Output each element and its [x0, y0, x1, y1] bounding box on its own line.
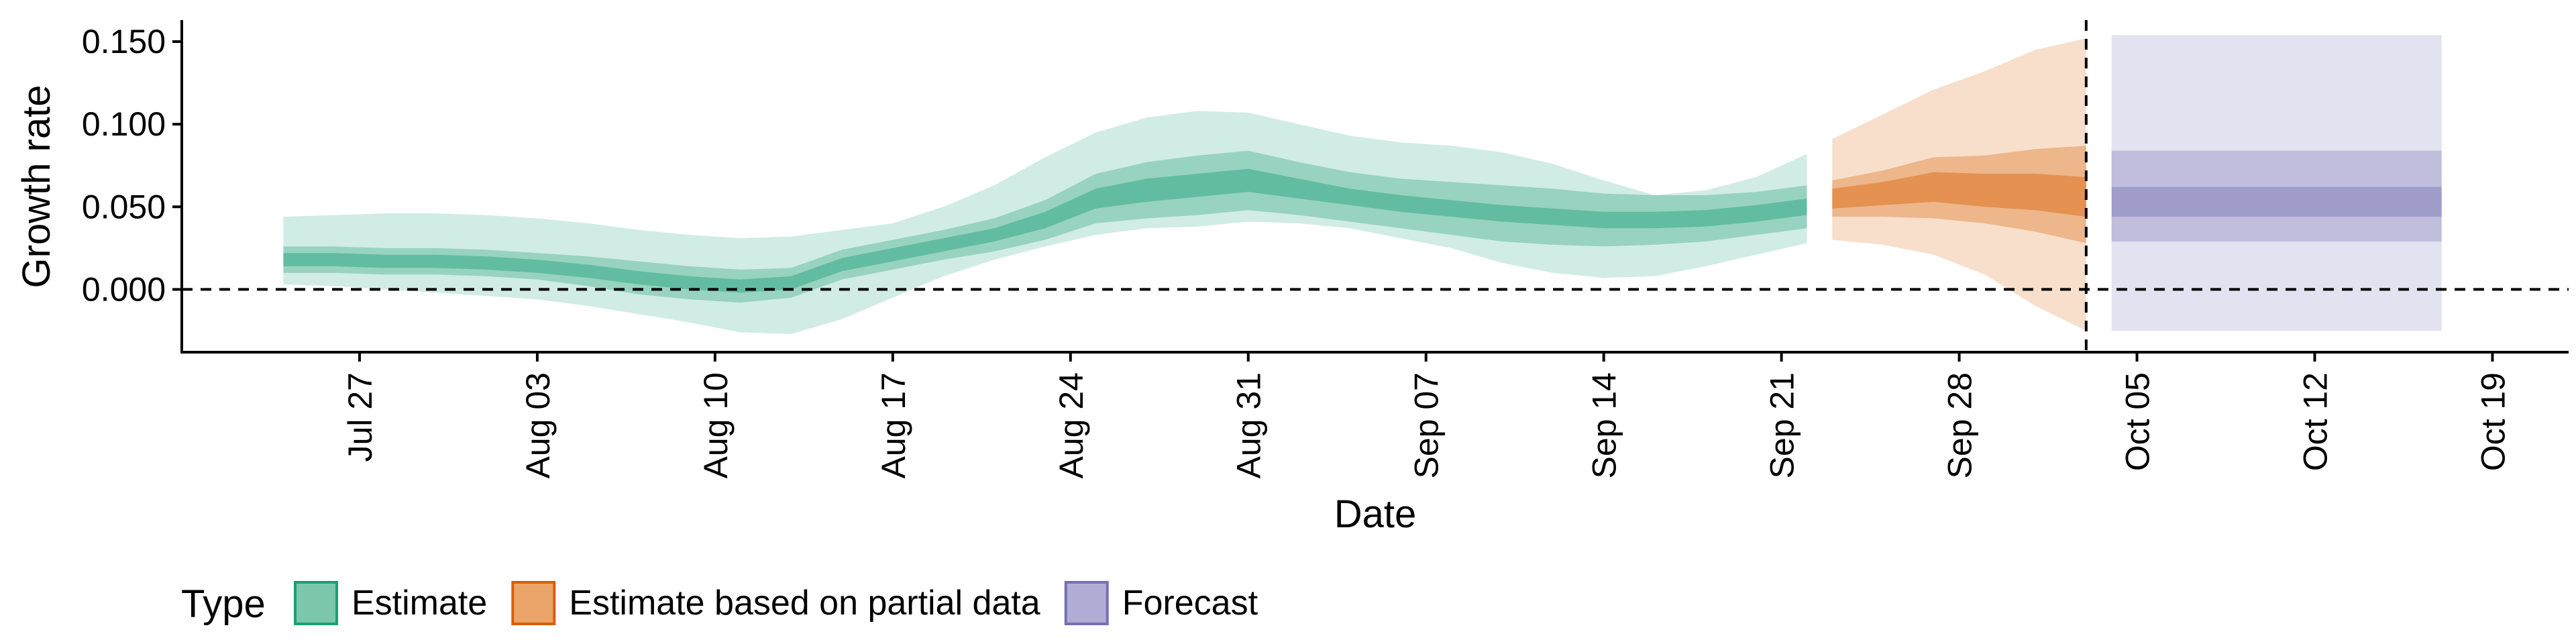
- estimate-based-on-partial-data-ci20-band: [1832, 172, 2086, 217]
- legend-key-estimate: [294, 581, 338, 625]
- estimate-ci90-band: [283, 111, 1807, 334]
- y-tick-label: 0.000: [82, 270, 166, 308]
- x-axis-title: Date: [1334, 492, 1417, 536]
- x-tick-label: Sep 14: [1586, 372, 1623, 478]
- forecast-ci90-band: [2111, 35, 2442, 331]
- estimate-based-on-partial-data-ci50-band: [1832, 146, 2086, 244]
- axes: [180, 20, 2569, 354]
- x-tick-label: Oct 12: [2297, 372, 2334, 471]
- legend-label-estimate-based-on-partial-data: Estimate based on partial data: [569, 584, 1040, 623]
- x-tick-label: Sep 28: [1941, 372, 1979, 478]
- y-axis-ticks: 0.000 0.050 0.100 0.150: [82, 23, 182, 308]
- legend-key-estimate-based-on-partial-data: [511, 581, 556, 625]
- forecast-ci20-band: [2111, 186, 2442, 217]
- x-axis-ticks: Jul 27 Aug 03 Aug 10 Aug 17 Aug 24 Aug 31 Sep …: [341, 352, 2512, 478]
- legend: Type Estimate Estimate based on partial d…: [181, 581, 1258, 626]
- x-tick-label: Aug 03: [519, 372, 557, 478]
- estimate-based-on-partial-data-ci90-band: [1832, 38, 2086, 331]
- estimate-ci50-band: [283, 150, 1807, 303]
- x-tick-label: Sep 21: [1764, 372, 1801, 478]
- y-tick-label: 0.150: [82, 23, 166, 60]
- legend-title: Type: [181, 582, 266, 626]
- reference-lines: [182, 20, 2569, 352]
- y-tick-label: 0.050: [82, 188, 166, 225]
- legend-label-estimate: Estimate: [352, 584, 487, 623]
- x-tick-label: Aug 31: [1230, 372, 1268, 478]
- x-tick-label: Aug 10: [697, 372, 735, 478]
- x-tick-label: Aug 24: [1053, 372, 1090, 478]
- x-tick-label: Sep 07: [1408, 372, 1446, 478]
- legend-label-forecast: Forecast: [1122, 584, 1258, 623]
- x-tick-label: Oct 19: [2474, 372, 2512, 471]
- forecast-ci50-band: [2111, 150, 2442, 241]
- x-tick-label: Oct 05: [2119, 372, 2157, 471]
- x-tick-label: Jul 27: [341, 372, 379, 462]
- estimate-ci20-band: [283, 168, 1807, 293]
- ribbon-layer: [283, 35, 2442, 334]
- legend-key-forecast: [1064, 581, 1109, 625]
- y-tick-label: 0.100: [82, 105, 166, 143]
- y-axis-title: Growth rate: [15, 85, 58, 288]
- x-tick-label: Aug 17: [875, 372, 912, 478]
